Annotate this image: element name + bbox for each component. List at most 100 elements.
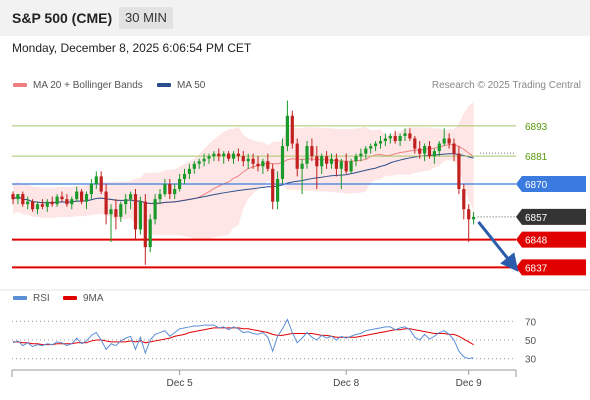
projection-arrow	[477, 220, 519, 272]
candle-body	[40, 204, 44, 207]
candle	[246, 153, 250, 169]
level-6870-label: 6870	[525, 180, 548, 191]
candle-body	[212, 153, 216, 157]
legend-rsi: RSI	[13, 293, 50, 305]
candle-body	[109, 209, 113, 215]
candle	[374, 141, 378, 152]
candle-body	[447, 138, 451, 144]
candle	[168, 178, 172, 200]
candle	[388, 133, 392, 144]
rsi-line	[12, 318, 474, 360]
candle	[60, 191, 64, 202]
candle-body	[344, 161, 348, 172]
candle	[359, 148, 363, 162]
candle	[256, 156, 260, 172]
candle	[334, 153, 338, 177]
candle-body	[437, 143, 441, 152]
candle	[89, 178, 93, 200]
candle	[80, 189, 84, 205]
candle	[452, 138, 456, 162]
candle	[133, 189, 138, 240]
candle-body	[207, 156, 211, 159]
candle-body	[280, 146, 285, 179]
candle-body	[349, 161, 353, 172]
candle-body	[173, 189, 177, 195]
candle	[349, 158, 353, 174]
candle	[280, 138, 285, 184]
candle-body	[187, 168, 191, 174]
candle-body	[310, 146, 314, 157]
candle	[457, 146, 461, 195]
candle	[447, 133, 451, 149]
credit-text: Research © 2025 Trading Central	[431, 80, 581, 91]
candle	[442, 128, 446, 147]
candle-body	[261, 161, 265, 167]
candle-body	[472, 216, 476, 220]
candle-body	[388, 135, 392, 139]
legend-swatch-9ma	[63, 296, 77, 301]
candle-body	[11, 194, 15, 200]
level-6837-tag	[516, 259, 586, 276]
candle-body	[89, 183, 93, 195]
candle-body	[114, 209, 118, 217]
legend-swatch-ma20	[13, 83, 27, 88]
candle-body	[65, 199, 69, 205]
candles	[11, 100, 476, 265]
candle	[16, 194, 20, 205]
candle-body	[217, 153, 221, 157]
candle-body	[31, 201, 35, 210]
candle	[418, 141, 422, 159]
candle	[158, 189, 162, 205]
candle	[408, 128, 412, 142]
candle-body	[133, 194, 138, 230]
legend-label-rsi: RSI	[33, 293, 50, 304]
candle-body	[227, 153, 231, 159]
legend-swatch-ma50	[157, 83, 171, 88]
candle	[285, 100, 289, 152]
candle	[315, 146, 319, 190]
candle-body	[300, 163, 304, 169]
candle	[217, 148, 221, 162]
candle-body	[462, 189, 466, 210]
candle	[129, 191, 133, 210]
x-tick-label: Dec 5	[167, 378, 194, 389]
candle	[35, 201, 40, 215]
candle-body	[266, 161, 270, 169]
candle-body	[427, 146, 432, 157]
candle-body	[202, 158, 206, 162]
candle-body	[124, 199, 128, 205]
candle-body	[35, 204, 40, 210]
candle-body	[256, 163, 260, 167]
candle	[378, 135, 383, 149]
candle	[84, 191, 89, 210]
candle-body	[75, 191, 79, 200]
candle-body	[94, 176, 98, 184]
chart-datetime: Monday, December 8, 2025 6:06:54 PM CET	[12, 41, 252, 55]
candle-body	[21, 194, 25, 205]
candle	[197, 158, 201, 169]
candle-body	[393, 135, 397, 142]
candle	[236, 148, 240, 162]
candle-body	[26, 201, 30, 205]
candle	[75, 186, 79, 202]
candle-body	[70, 199, 74, 205]
candle-body	[153, 199, 157, 220]
candle-body	[295, 143, 299, 169]
candle-body	[290, 115, 294, 144]
level-6881-label: 6881	[525, 152, 548, 163]
candle	[163, 178, 167, 197]
candle	[310, 138, 314, 162]
candle	[173, 183, 177, 200]
candle	[432, 148, 436, 164]
instrument-title: S&P 500 (CME)	[12, 10, 113, 26]
candle-body	[339, 161, 343, 169]
candle	[261, 158, 265, 174]
candle	[114, 199, 118, 230]
candle	[26, 196, 30, 210]
candle-body	[403, 133, 407, 136]
candle	[423, 143, 427, 162]
legend-9ma: 9MA	[63, 293, 104, 305]
timeframe-button[interactable]: 30 MIN	[119, 7, 173, 29]
candle-body	[374, 143, 378, 147]
candle	[467, 204, 471, 243]
